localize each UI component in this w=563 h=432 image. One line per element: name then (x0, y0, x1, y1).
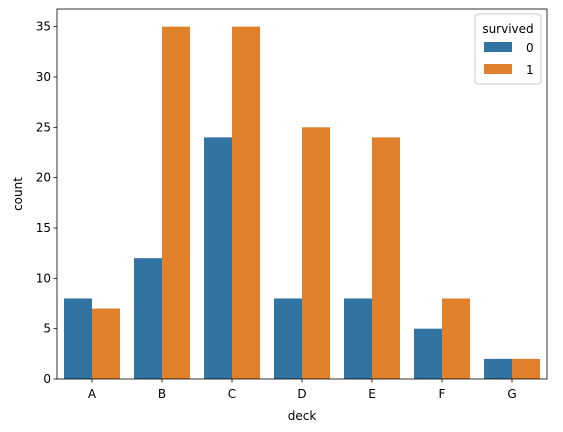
bar-G-survived-1 (512, 358, 540, 379)
legend-swatch-0 (484, 42, 512, 52)
y-tick-label: 35 (36, 20, 51, 34)
bar-B-survived-1 (162, 26, 190, 380)
x-tick-label-A: A (88, 387, 97, 401)
x-axis-ticks: A B C D E F G (88, 379, 517, 401)
legend: survived 0 1 (474, 13, 542, 85)
bars-group (64, 26, 540, 380)
bar-F-survived-1 (442, 298, 470, 379)
legend-title: survived (482, 22, 533, 36)
bar-C-survived-1 (232, 26, 260, 380)
bar-D-survived-0 (274, 298, 302, 379)
bar-A-survived-1 (92, 308, 120, 379)
y-tick-label: 30 (36, 70, 51, 84)
x-tick-label-D: D (297, 387, 306, 401)
legend-swatch-1 (484, 64, 512, 74)
plot-frame (56, 8, 548, 380)
y-tick-label: 25 (36, 120, 51, 134)
y-tick-label: 15 (36, 221, 51, 235)
bar-B-survived-0 (134, 258, 162, 379)
bar-E-survived-1 (372, 137, 400, 379)
x-tick-label-E: E (368, 387, 376, 401)
legend-label-1: 1 (526, 63, 534, 77)
y-axis-label: count (11, 177, 25, 211)
y-tick-label: 10 (36, 271, 51, 285)
x-tick-label-C: C (228, 387, 236, 401)
bar-A-survived-0 (64, 298, 92, 379)
bar-F-survived-0 (414, 328, 442, 379)
x-tick-label-B: B (158, 387, 166, 401)
bar-G-survived-0 (484, 358, 512, 379)
legend-label-0: 0 (526, 41, 534, 55)
bar-C-survived-0 (204, 137, 232, 379)
x-tick-label-G: G (507, 387, 516, 401)
bar-E-survived-0 (344, 298, 372, 379)
x-tick-label-F: F (439, 387, 446, 401)
x-axis-label: deck (288, 409, 317, 423)
y-tick-label: 0 (43, 372, 51, 386)
y-tick-label: 20 (36, 171, 51, 185)
y-axis-ticks: 0 5 10 15 20 25 30 35 (36, 20, 57, 386)
y-tick-label: 5 (43, 322, 51, 336)
bar-D-survived-1 (302, 127, 330, 379)
